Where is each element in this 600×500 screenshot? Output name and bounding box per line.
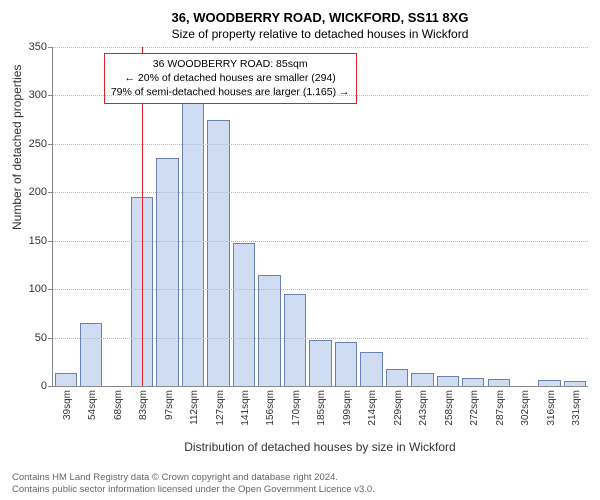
- bar-slot: 316sqm: [537, 47, 562, 386]
- bar-slot: 54sqm: [78, 47, 103, 386]
- ytick-mark: [48, 386, 53, 387]
- bar-slot: 287sqm: [486, 47, 511, 386]
- x-axis-label: Distribution of detached houses by size …: [52, 440, 588, 454]
- ytick-label: 250: [29, 138, 47, 150]
- histogram-bar: [538, 380, 560, 386]
- gridline: [53, 289, 588, 290]
- histogram-bar: [207, 120, 229, 386]
- xtick-label: 316sqm: [546, 390, 557, 426]
- xtick-label: 214sqm: [367, 390, 378, 426]
- xtick-label: 97sqm: [164, 390, 175, 420]
- xtick-label: 170sqm: [291, 390, 302, 426]
- chart-title-main: 36, WOODBERRY ROAD, WICKFORD, SS11 8XG: [52, 10, 588, 25]
- gridline: [53, 241, 588, 242]
- bar-slot: 39sqm: [53, 47, 78, 386]
- histogram-bar: [335, 342, 357, 386]
- xtick-label: 302sqm: [520, 390, 531, 426]
- ytick-mark: [48, 192, 53, 193]
- attribution-line: Contains public sector information licen…: [12, 484, 588, 496]
- xtick-label: 272sqm: [469, 390, 480, 426]
- histogram-bar: [386, 369, 408, 386]
- ytick-label: 150: [29, 235, 47, 247]
- histogram-bar: [488, 379, 510, 386]
- bar-slot: 272sqm: [461, 47, 486, 386]
- chart-container: 36, WOODBERRY ROAD, WICKFORD, SS11 8XG S…: [52, 10, 588, 430]
- ytick-label: 100: [29, 283, 47, 295]
- histogram-bar: [309, 340, 331, 386]
- xtick-label: 156sqm: [265, 390, 276, 426]
- histogram-bar: [360, 352, 382, 386]
- bar-slot: 214sqm: [359, 47, 384, 386]
- xtick-label: 331sqm: [571, 390, 582, 426]
- xtick-label: 185sqm: [316, 390, 327, 426]
- bar-slot: 302sqm: [511, 47, 536, 386]
- bar-slot: 331sqm: [562, 47, 587, 386]
- ytick-label: 0: [41, 380, 47, 392]
- attribution-line: Contains HM Land Registry data © Crown c…: [12, 472, 588, 484]
- histogram-bar: [80, 323, 102, 386]
- gridline: [53, 144, 588, 145]
- histogram-bar: [284, 294, 306, 386]
- chart-title-sub: Size of property relative to detached ho…: [52, 27, 588, 41]
- histogram-bar: [564, 381, 586, 386]
- xtick-label: 112sqm: [189, 390, 200, 425]
- histogram-bar: [233, 243, 255, 386]
- annotation-line: ← 20% of detached houses are smaller (29…: [111, 71, 350, 85]
- annotation-line: 79% of semi-detached houses are larger (…: [111, 85, 350, 99]
- annotation-line: 36 WOODBERRY ROAD: 85sqm: [111, 57, 350, 71]
- xtick-label: 141sqm: [240, 390, 251, 426]
- xtick-label: 68sqm: [113, 390, 124, 420]
- ytick-label: 350: [29, 41, 47, 53]
- xtick-label: 287sqm: [495, 390, 506, 426]
- histogram-bar: [55, 373, 77, 386]
- ytick-label: 200: [29, 186, 47, 198]
- xtick-label: 83sqm: [138, 390, 149, 420]
- gridline: [53, 192, 588, 193]
- ytick-mark: [48, 289, 53, 290]
- ytick-label: 300: [29, 89, 47, 101]
- ytick-mark: [48, 47, 53, 48]
- xtick-label: 229sqm: [393, 390, 404, 426]
- xtick-label: 39sqm: [62, 390, 73, 420]
- xtick-label: 199sqm: [342, 390, 353, 426]
- gridline: [53, 338, 588, 339]
- gridline: [53, 95, 588, 96]
- ytick-mark: [48, 95, 53, 96]
- ytick-label: 50: [35, 332, 47, 344]
- histogram-bar: [437, 376, 459, 386]
- bar-slot: 258sqm: [435, 47, 460, 386]
- histogram-bar: [258, 275, 280, 386]
- histogram-bar: [411, 373, 433, 386]
- ytick-mark: [48, 338, 53, 339]
- bar-slot: 243sqm: [410, 47, 435, 386]
- histogram-bar: [462, 378, 484, 386]
- y-axis-label: Number of detached properties: [10, 65, 24, 230]
- xtick-label: 127sqm: [215, 390, 226, 426]
- ytick-mark: [48, 241, 53, 242]
- attribution: Contains HM Land Registry data © Crown c…: [12, 472, 588, 496]
- xtick-label: 258sqm: [444, 390, 455, 426]
- bar-slot: 229sqm: [384, 47, 409, 386]
- gridline: [53, 47, 588, 48]
- xtick-label: 54sqm: [87, 390, 98, 420]
- xtick-label: 243sqm: [418, 390, 429, 426]
- ytick-mark: [48, 144, 53, 145]
- plot-area: 39sqm54sqm68sqm83sqm97sqm112sqm127sqm141…: [52, 47, 588, 387]
